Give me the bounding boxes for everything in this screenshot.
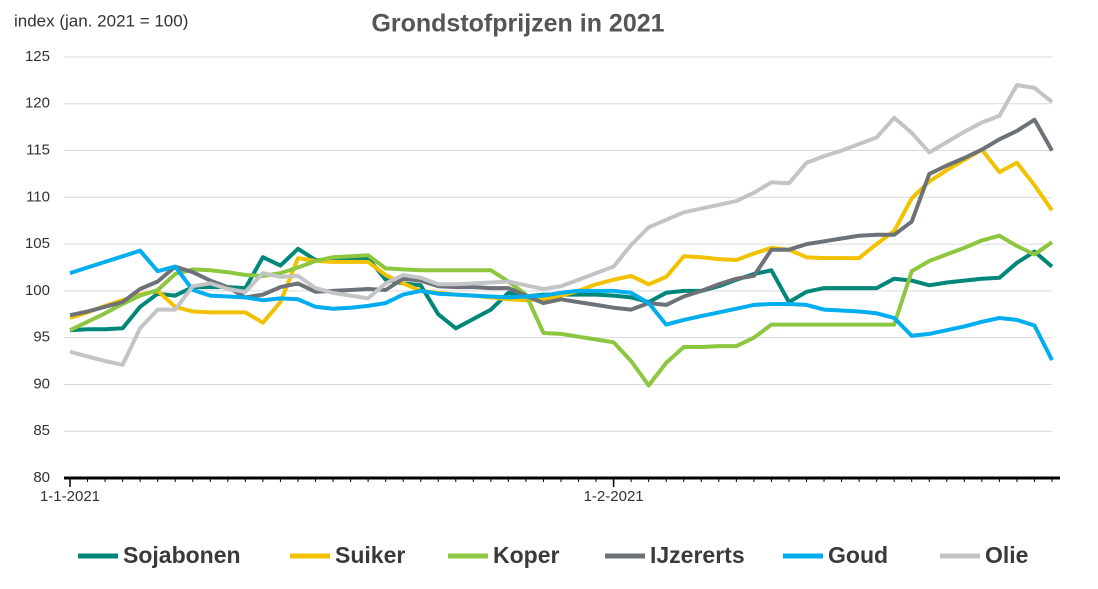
x-tick-label: 1-2-2021 [584, 488, 644, 505]
y-tick-label: 110 [26, 188, 50, 205]
legend-label: Koper [493, 542, 560, 568]
y-tick-label: 85 [33, 422, 50, 439]
y-tick-label: 125 [25, 48, 50, 65]
chart-title: Grondstofprijzen in 2021 [371, 10, 664, 38]
legend-label: Goud [828, 542, 888, 568]
y-tick-label: 105 [25, 235, 50, 252]
y-tick-label: 120 [25, 95, 50, 112]
y-tick-label: 115 [26, 142, 50, 159]
legend-label: Suiker [335, 542, 405, 568]
y-tick-label: 100 [25, 282, 50, 299]
y-tick-label: 80 [33, 469, 50, 486]
legend-label: IJzererts [650, 542, 745, 568]
legend-label: Olie [985, 542, 1028, 568]
y-axis-label: index (jan. 2021 = 100) [14, 11, 188, 30]
y-tick-label: 90 [33, 375, 50, 392]
series-line [69, 233, 1054, 388]
series-line [69, 83, 1054, 367]
y-tick-label: 95 [33, 329, 50, 346]
legend-label: Sojabonen [123, 542, 241, 568]
series-line [69, 248, 1054, 362]
x-tick-label: 1-1-2021 [40, 488, 100, 505]
